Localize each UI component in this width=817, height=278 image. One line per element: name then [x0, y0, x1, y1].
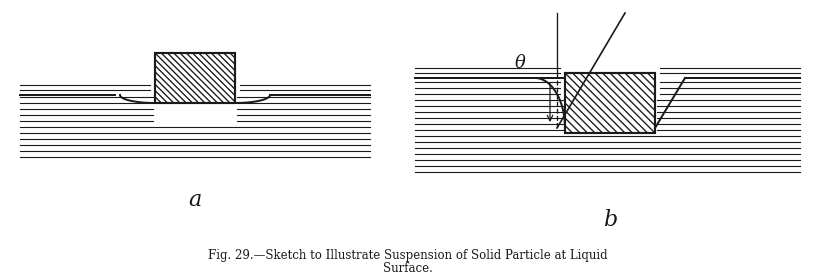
Text: a: a	[189, 189, 202, 211]
Text: θ: θ	[515, 54, 525, 72]
Text: Surface.: Surface.	[383, 262, 433, 274]
Bar	[565, 73, 655, 133]
Text: b: b	[603, 209, 617, 231]
Text: Fig. 29.—Sketch to Illustrate Suspension of Solid Particle at Liquid: Fig. 29.—Sketch to Illustrate Suspension…	[208, 249, 608, 262]
Bar	[155, 53, 235, 103]
